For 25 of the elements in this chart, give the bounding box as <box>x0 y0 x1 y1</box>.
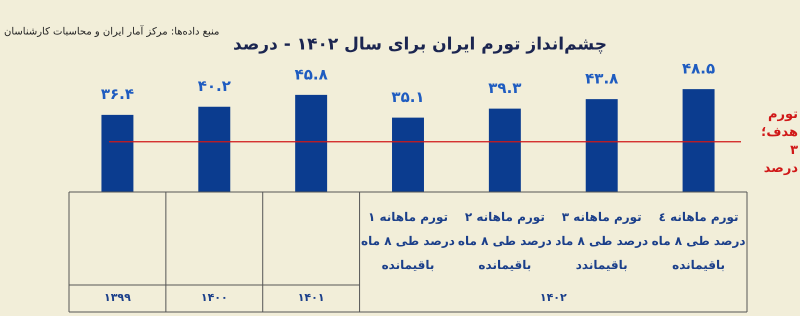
bar <box>101 114 134 192</box>
chart-title: چشم‌انداز تورم ایران برای سال ۱۴۰۲ - درصد <box>233 34 607 54</box>
bar <box>295 94 328 192</box>
text: ۱۴۰۲ <box>540 290 567 304</box>
text: ۱۴۰۰ <box>200 290 228 304</box>
data-label: ۴۸.۵ <box>682 60 716 78</box>
bar <box>488 108 521 192</box>
x-tick-label: تورم ماهانه ۳ درصد طی ۸ ماد باقیماندد <box>555 210 648 272</box>
data-label: ۴۵.۸ <box>294 65 328 84</box>
bar <box>198 106 230 192</box>
data-label: ۴۳.۸ <box>585 70 618 88</box>
x-tick-label: تورم ماهانه ۱ درصد طی ۸ ماه باقیمانده <box>361 210 455 272</box>
text: ۱۳۹۹ <box>104 290 132 304</box>
data-label: ۳۵.۱ <box>391 88 425 106</box>
x-tick-label: تورم ماهانه ٤ درصد طی ۸ ماه باقیمانده <box>652 210 746 272</box>
data-label: ۴۰.۲ <box>198 77 231 96</box>
text: منبع داده‌ها: مرکز آمار ایران و محاسبات کارشناسان <box>4 24 220 38</box>
bar <box>392 118 424 192</box>
data-label: ۳۶.۴ <box>100 85 134 104</box>
x-tick-label: تورم ماهانه ۲ درصد طی ۸ ماه باقیمانده <box>458 210 552 272</box>
bar <box>682 89 715 192</box>
ref-line-label: تورم هدف؛ ۳ درصد <box>761 107 798 176</box>
data-label: ۳۹.۳ <box>488 79 522 98</box>
text: ۱۴۰۱ <box>298 290 325 304</box>
bar <box>586 99 618 192</box>
